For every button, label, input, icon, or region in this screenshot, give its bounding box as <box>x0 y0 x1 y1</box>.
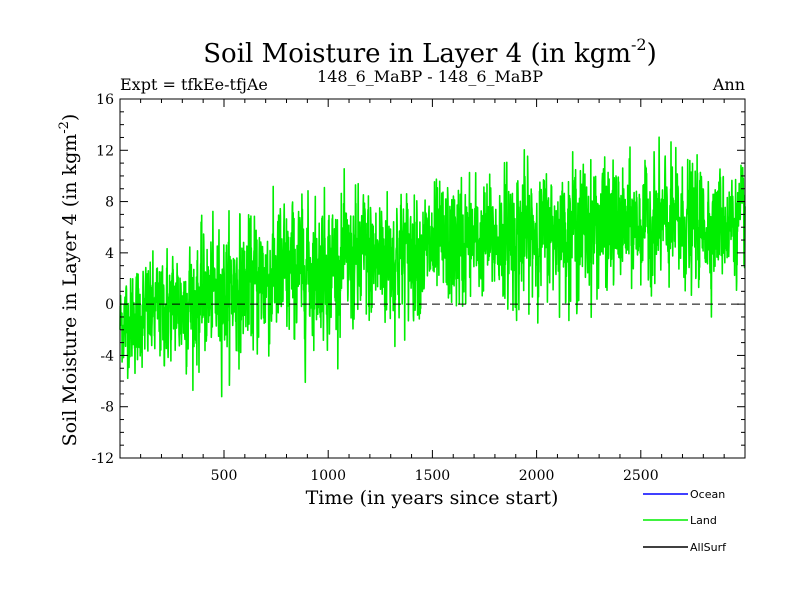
y-tick-label: -8 <box>100 400 114 416</box>
x-tick-label: 2500 <box>623 468 659 484</box>
y-tick-label: 8 <box>105 195 114 211</box>
chart-title: Soil Moisture in Layer 4 (in kgm-2) <box>203 35 657 69</box>
legend-label-allsurf: AllSurf <box>690 541 727 554</box>
y-tick-label: 0 <box>105 297 114 313</box>
y-tick-label: 4 <box>105 246 114 262</box>
series-line-land <box>119 136 746 398</box>
chart-title-main: Soil Moisture in Layer 4 (in kgm <box>203 39 631 69</box>
x-tick-label: 1500 <box>415 468 451 484</box>
y-tick-label: 16 <box>96 92 114 108</box>
legend: Ocean Land AllSurf <box>643 488 727 554</box>
subtitle-right: Ann <box>712 75 745 94</box>
subtitle-center: 148_6_MaBP - 148_6_MaBP <box>317 67 543 86</box>
legend-label-land: Land <box>690 514 717 527</box>
y-tick-label: -4 <box>100 348 114 364</box>
y-tick-label: -12 <box>91 451 114 467</box>
y-axis-label: Soil Moisture in Layer 4 (in kgm-2) <box>57 114 81 447</box>
x-axis-label: Time (in years since start) <box>306 487 559 509</box>
y-axis-label-main: Soil Moisture in Layer 4 (in kgm <box>59 134 81 447</box>
x-tick-label: 2000 <box>519 468 555 484</box>
chart-title-close: ) <box>647 39 657 69</box>
subtitle-left: Expt = tfkEe-tfjAe <box>120 75 268 94</box>
x-tick-label: 1000 <box>310 468 346 484</box>
x-tick-label: 500 <box>211 468 238 484</box>
legend-label-ocean: Ocean <box>690 488 725 501</box>
y-axis-label-superscript: -2 <box>57 121 72 134</box>
y-axis-label-close: ) <box>59 114 81 121</box>
chart-title-superscript: -2 <box>631 35 647 54</box>
y-tick-label: 12 <box>96 143 114 159</box>
plot-area: -12 -8 -4 0 4 8 12 16 500 1000 1500 2000 2500 <box>91 92 746 484</box>
